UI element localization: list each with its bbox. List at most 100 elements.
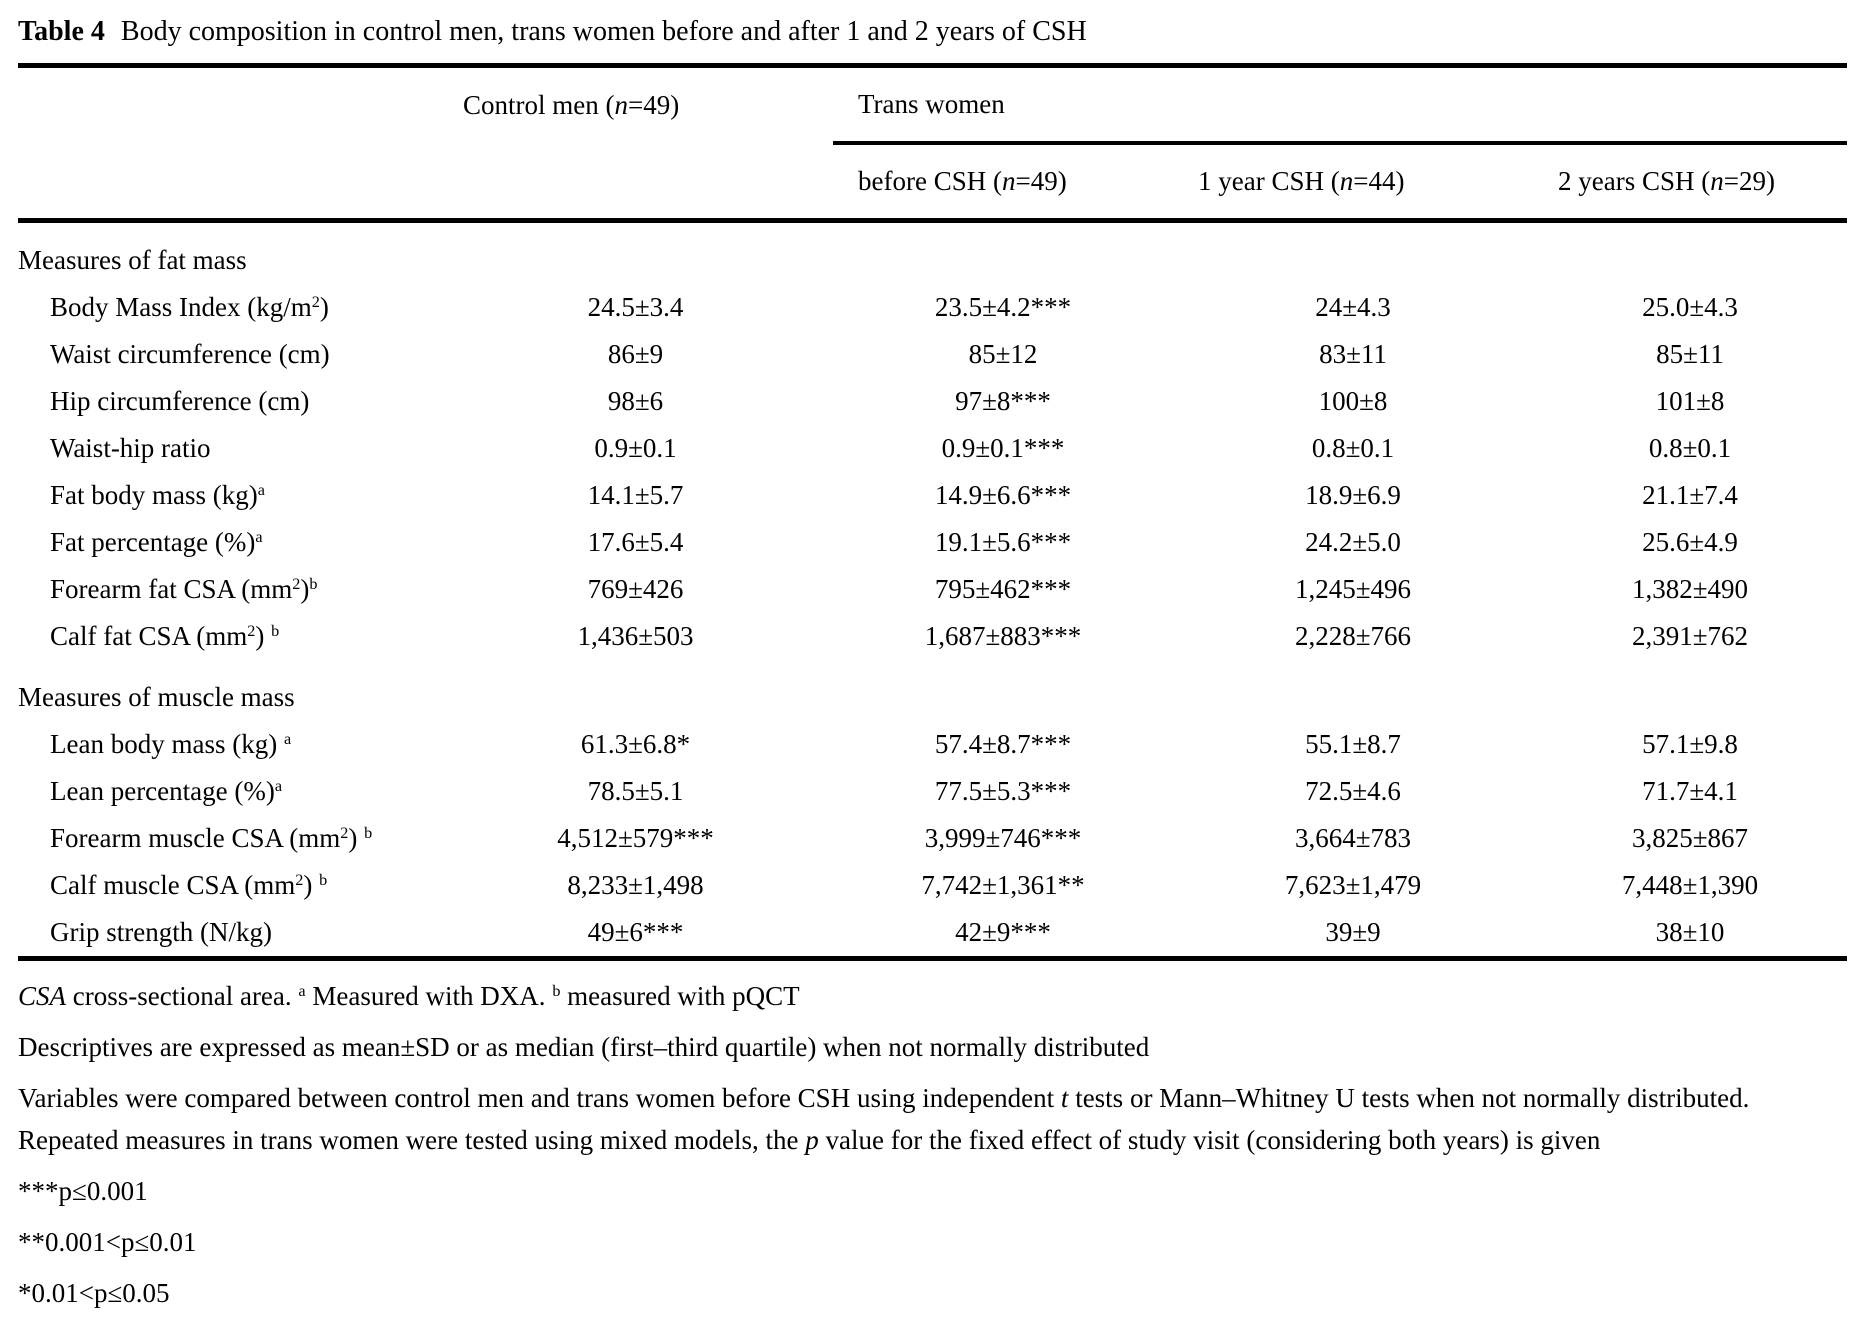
value-cell: 17.6±5.4 [587, 527, 684, 557]
value-cell: 0.8±0.1 [1648, 433, 1732, 463]
value-cell: 0.9±0.1*** [941, 433, 1065, 463]
value-cell: 97±8*** [955, 386, 1051, 416]
table-title-label: Table 4 [18, 16, 105, 47]
footnote-line: CSA cross-sectional area. a Measured wit… [18, 981, 800, 1011]
table-row: Forearm fat CSA (mm2)b 769±426 795±462*** 1… [18, 566, 1847, 613]
value-cell: 2,391±762 [1631, 621, 1749, 651]
footnote-line: ***p≤0.001 [18, 1176, 148, 1206]
section-header-label: Measures of fat mass [18, 245, 247, 275]
table-row: Fat percentage (%)a 17.6±5.4 19.1±5.6*** 24… [18, 519, 1847, 566]
value-cell: 100±8 [1318, 386, 1388, 416]
table-header: Control men (n=49) Trans women before CSH … [18, 65, 1848, 223]
footnote-line: Descriptives are expressed as mean±SD or… [18, 1032, 1150, 1062]
value-cell: 57.1±9.8 [1642, 729, 1738, 759]
value-cell: 3,999±746*** [924, 823, 1082, 853]
value-cell: 7,742±1,361** [921, 870, 1085, 900]
value-cell: 85±12 [968, 339, 1038, 369]
footnote-line: **0.001<p≤0.01 [18, 1227, 197, 1257]
table-title: Table 4 Body composition in control men, … [18, 14, 1847, 50]
value-cell: 0.8±0.1 [1311, 433, 1395, 463]
value-cell: 14.9±6.6*** [934, 480, 1072, 510]
row-label-cell: Waist-hip ratio [50, 433, 211, 463]
value-cell: 3,664±783 [1294, 823, 1412, 853]
row-label-cell: Fat body mass (kg)a [50, 480, 265, 510]
table-row: Calf muscle CSA (mm2) b 8,233±1,498 7,742±… [18, 862, 1847, 909]
value-cell: 3,825±867 [1631, 823, 1749, 853]
table-row: Forearm muscle CSA (mm2) b 4,512±579*** 3,… [18, 815, 1847, 862]
value-cell: 57.4±8.7*** [934, 729, 1072, 759]
value-cell: 1,687±883*** [924, 621, 1082, 651]
row-label-cell: Calf muscle CSA (mm2) b [50, 870, 328, 900]
empty-header-cell [438, 143, 833, 223]
row-label-cell: Fat percentage (%)a [50, 527, 263, 557]
value-cell: 24±4.3 [1315, 292, 1391, 322]
col-header-control-men: Control men (n=49) [463, 90, 680, 120]
value-cell: 4,512±579*** [557, 823, 714, 853]
group-header-row: Control men (n=49) Trans women [18, 65, 1848, 145]
table-row: Waist circumference (cm) 86±9 85±12 83±11 85… [18, 331, 1847, 378]
value-cell: 21.1±7.4 [1642, 480, 1738, 510]
value-cell: 72.5±4.6 [1305, 776, 1401, 806]
value-cell: 49±6*** [438, 909, 833, 961]
col-header-1-year-csh: 1 year CSH (n=44) [1173, 143, 1533, 223]
value-cell: 38±10 [1533, 909, 1848, 961]
row-label-cell: Lean percentage (%)a [50, 776, 283, 806]
value-cell: 61.3±6.8* [580, 729, 691, 759]
value-cell: 7,623±1,479 [1284, 870, 1422, 900]
value-cell: 24.2±5.0 [1305, 527, 1401, 557]
table-row: Lean body mass (kg) a 61.3±6.8* 57.4±8.7**… [18, 721, 1847, 768]
empty-header-cell [18, 66, 438, 144]
sub-header-row: before CSH (n=49) 1 year CSH (n=44) 2 year… [18, 143, 1848, 223]
row-label-cell: Forearm muscle CSA (mm2) b [50, 823, 373, 853]
value-cell: 85±11 [1656, 339, 1724, 369]
value-cell: 795±462*** [934, 574, 1072, 604]
row-label-cell: Calf fat CSA (mm2) b [50, 621, 280, 651]
table-row: Grip strength (N/kg) 49±6*** 42±9*** 39±9 38… [18, 909, 1848, 961]
body-composition-table: Control men (n=49) Trans women before CSH … [18, 63, 1848, 961]
value-cell: 78.5±5.1 [587, 776, 684, 806]
value-cell: 1,436±503 [577, 621, 694, 651]
value-cell: 769±426 [587, 574, 684, 604]
table-row: Calf fat CSA (mm2) b 1,436±503 1,687±883**… [18, 613, 1847, 660]
section-header-label: Measures of muscle mass [18, 682, 295, 712]
col-header-trans-women: Trans women [833, 65, 1848, 145]
row-label-cell: Forearm fat CSA (mm2)b [50, 574, 318, 604]
footnote-line: *0.01<p≤0.05 [18, 1278, 170, 1308]
row-label-cell: Lean body mass (kg) a [50, 729, 292, 759]
table-row: Fat body mass (kg)a 14.1±5.7 14.9±6.6*** 18… [18, 472, 1847, 519]
table-row: Waist-hip ratio 0.9±0.1 0.9±0.1*** 0.8±0.1 0… [18, 425, 1847, 472]
table-row: Body Mass Index (kg/m2) 24.5±3.4 23.5±4.2*… [18, 284, 1847, 331]
value-cell: 24.5±3.4 [587, 292, 684, 322]
value-cell: 23.5±4.2*** [934, 292, 1072, 322]
section-header-row: Measures of fat mass [18, 221, 1847, 285]
value-cell: 1,245±496 [1294, 574, 1412, 604]
value-cell: 8,233±1,498 [567, 870, 704, 900]
value-cell: 83±11 [1319, 339, 1387, 369]
row-label-cell: Body Mass Index (kg/m2) [50, 292, 329, 322]
value-cell: 42±9*** [833, 909, 1173, 961]
row-label-cell: Hip circumference (cm) [50, 386, 310, 416]
value-cell: 98±6 [607, 386, 664, 416]
row-label-cell: Grip strength (N/kg) [18, 909, 438, 961]
col-header-before-csh: before CSH (n=49) [833, 143, 1173, 223]
value-cell: 71.7±4.1 [1642, 776, 1738, 806]
table-footnotes: CSA cross-sectional area. a Measured wit… [18, 975, 1847, 1314]
value-cell: 19.1±5.6*** [934, 527, 1072, 557]
table-row: Lean percentage (%)a 78.5±5.1 77.5±5.3*** 7… [18, 768, 1847, 815]
table-body: Measures of fat mass Body Mass Index (kg/… [18, 221, 1848, 961]
value-cell: 86±9 [607, 339, 664, 369]
value-cell: 55.1±8.7 [1305, 729, 1401, 759]
value-cell: 25.0±4.3 [1642, 292, 1738, 322]
row-label-cell: Waist circumference (cm) [50, 339, 330, 369]
table-title-text: Body composition in control men, trans w… [120, 16, 1087, 47]
value-cell: 101±8 [1655, 386, 1725, 416]
col-header-2-years-csh: 2 years CSH (n=29) [1533, 143, 1848, 223]
value-cell: 25.6±4.9 [1642, 527, 1738, 557]
section-header-row: Measures of muscle mass [18, 660, 1847, 721]
value-cell: 14.1±5.7 [587, 480, 684, 510]
footnote-line: Variables were compared between control … [18, 1083, 1750, 1155]
empty-header-cell [18, 143, 438, 223]
table-row: Hip circumference (cm) 98±6 97±8*** 100±8 10… [18, 378, 1847, 425]
value-cell: 77.5±5.3*** [934, 776, 1072, 806]
